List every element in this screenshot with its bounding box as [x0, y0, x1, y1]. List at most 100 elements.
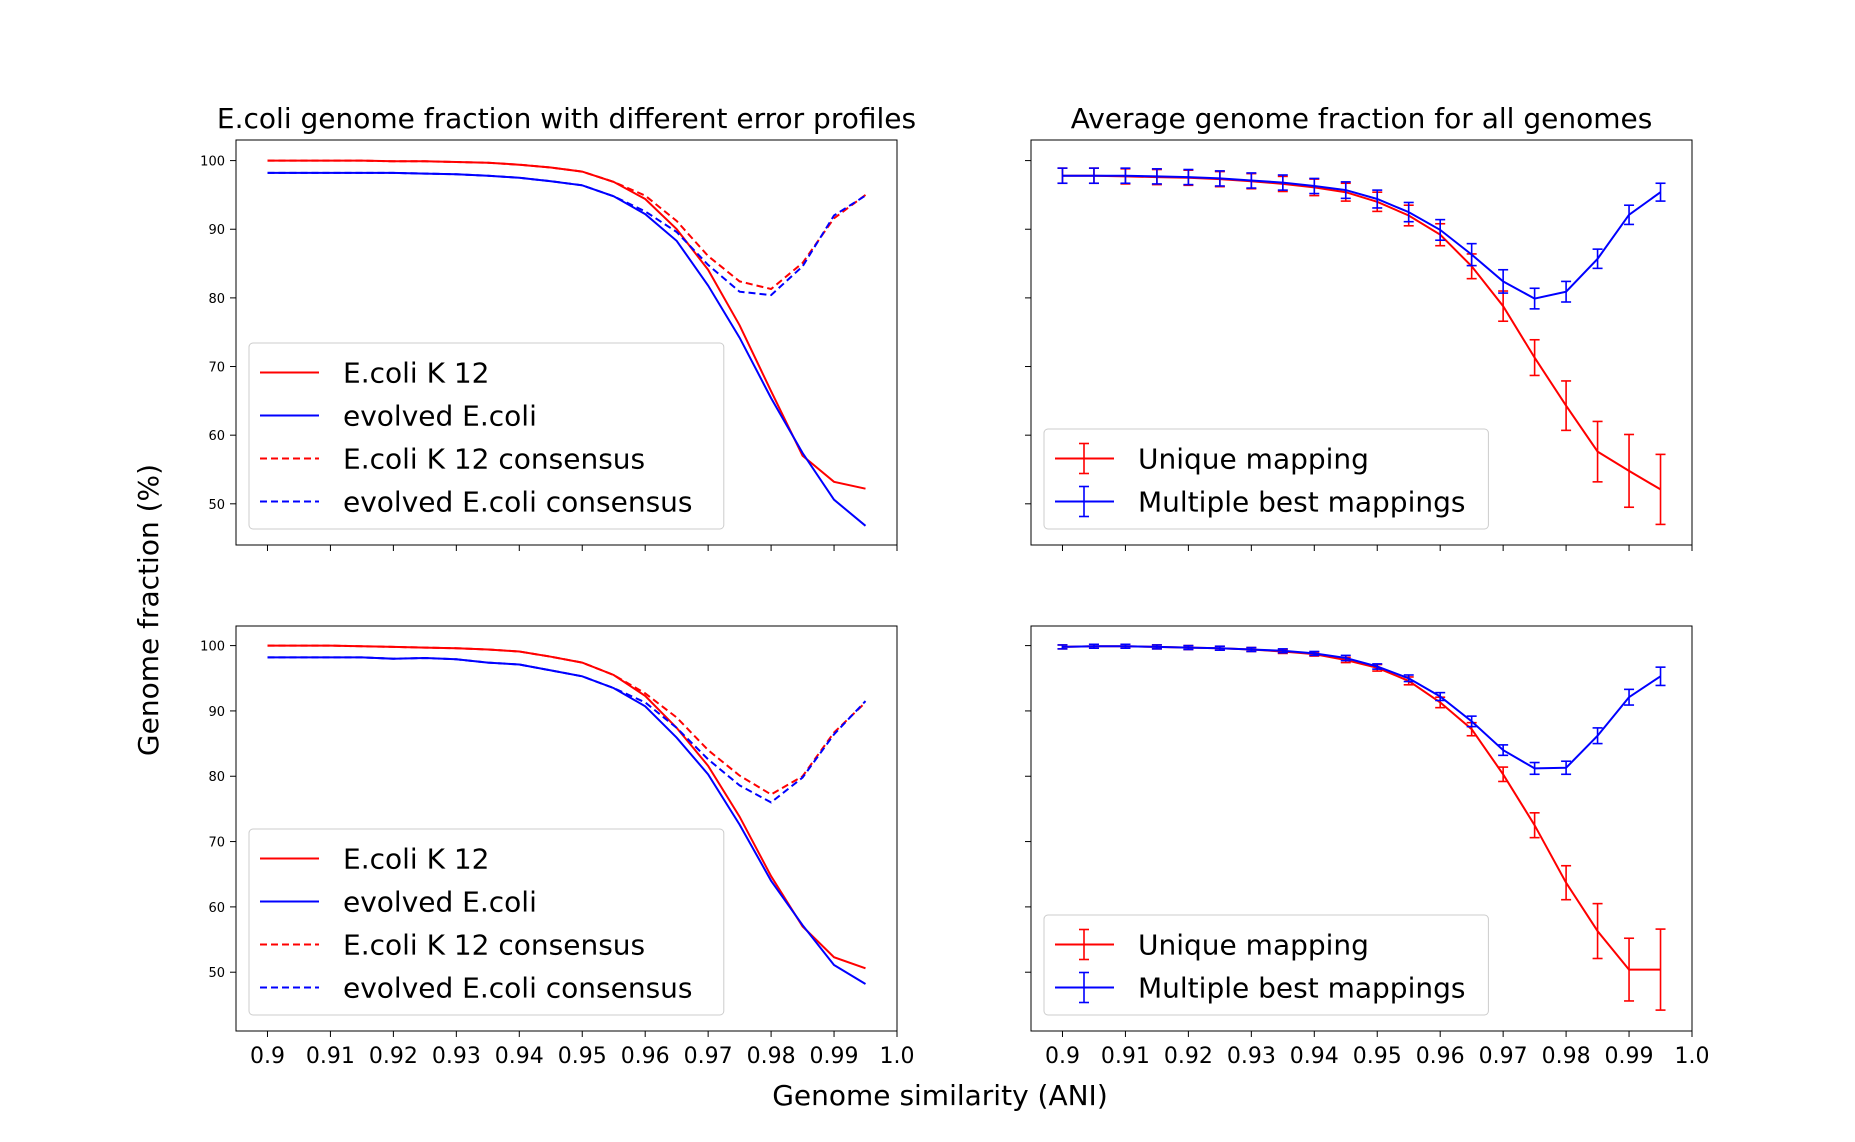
- error-bar: [1403, 201, 1414, 223]
- x-tick-label: 0.93: [432, 1044, 481, 1069]
- panel-bottom-right: 0.9 0.91 0.92 0.93 0.94 0.95 0.96 0.97 0.98 0.99 1…: [1025, 625, 1710, 1069]
- error-bar: [1309, 177, 1320, 195]
- error-bar: [1309, 650, 1320, 657]
- series-line-3: [267, 656, 867, 804]
- error-bar: [1340, 654, 1351, 662]
- x-tick-label: 0.94: [1290, 1044, 1339, 1069]
- y-tick-label: 80: [208, 770, 225, 785]
- error-bar: [1561, 280, 1572, 303]
- error-bar: [1592, 248, 1603, 270]
- error-bar: [1624, 433, 1635, 509]
- y-tick-label: 80: [208, 292, 225, 307]
- error-bar: [1498, 766, 1509, 783]
- x-tick-label: 1.0: [880, 1044, 915, 1069]
- figure-ylabel: Genome fraction (%): [132, 464, 165, 756]
- error-bar: [1214, 170, 1225, 187]
- series-line-3: [267, 171, 867, 297]
- x-tick-label: 0.97: [1479, 1044, 1528, 1069]
- error-bar: [1655, 928, 1666, 1011]
- legend-item: Unique mapping: [1055, 929, 1369, 962]
- legend-label: Multiple best mappings: [1138, 972, 1465, 1005]
- x-tick-label: 0.99: [1605, 1044, 1654, 1069]
- error-bar: [1561, 760, 1572, 776]
- error-bar: [1624, 204, 1635, 226]
- x-tick-label: 0.96: [1416, 1044, 1465, 1069]
- error-bar: [1498, 744, 1509, 757]
- y-tick-label: 50: [208, 966, 225, 981]
- error-bar: [1498, 268, 1509, 294]
- error-bar: [1277, 648, 1288, 654]
- error-bar: [1592, 902, 1603, 960]
- legend-label: E.coli K 12 consensus: [343, 929, 645, 962]
- x-tick-label: 0.99: [810, 1044, 859, 1069]
- legend-item: E.coli K 12 consensus: [260, 929, 645, 962]
- x-tick-label: 0.92: [1164, 1044, 1213, 1069]
- legend-item: evolved E.coli consensus: [260, 972, 693, 1005]
- legend-box: [1043, 428, 1489, 530]
- plot-area: [267, 644, 867, 985]
- error-bar: [1340, 181, 1351, 200]
- legend-label: evolved E.coli consensus: [343, 972, 693, 1005]
- legend-label: evolved E.coli: [343, 400, 537, 433]
- axes-frame: [1030, 625, 1693, 1032]
- legend-box: [248, 828, 725, 1016]
- panel-top-right: Average genome fraction for all genomes U…: [1025, 102, 1693, 551]
- series-line-2: [267, 159, 867, 291]
- error-bar: [1529, 287, 1540, 310]
- x-tick-label: 1.0: [1675, 1044, 1710, 1069]
- error-bar: [1151, 644, 1162, 650]
- legend-label: E.coli K 12: [343, 357, 489, 390]
- error-bar: [1183, 168, 1194, 186]
- x-tick-label: 0.9: [250, 1044, 285, 1069]
- x-tick-label: 0.95: [1353, 1044, 1402, 1069]
- error-bar: [1655, 453, 1666, 526]
- error-bar: [1372, 663, 1383, 670]
- axes-frame: [235, 139, 898, 546]
- error-bar: [1088, 643, 1099, 650]
- series-line-1: [1062, 174, 1662, 300]
- y-tick-label: 70: [208, 361, 225, 376]
- error-bar: [1435, 691, 1446, 702]
- legend-label: Unique mapping: [1138, 929, 1369, 962]
- x-tick-label: 0.9: [1045, 1044, 1080, 1069]
- panels: E.coli genome fraction with different er…: [200, 102, 1709, 1069]
- error-bar: [1088, 167, 1099, 185]
- panel-title: Average genome fraction for all genomes: [1071, 102, 1653, 135]
- legend-label: evolved E.coli: [343, 886, 537, 919]
- error-bar: [1214, 645, 1225, 651]
- error-bar: [1120, 643, 1131, 650]
- legend-box: [1043, 914, 1489, 1016]
- series-line-1: [1062, 645, 1662, 770]
- legend-label: Multiple best mappings: [1138, 486, 1465, 519]
- legend-item: E.coli K 12 consensus: [260, 443, 645, 476]
- legend: Unique mapping Multiple best mappings: [1043, 914, 1489, 1016]
- error-bar: [1592, 420, 1603, 483]
- y-tick-label: 60: [208, 901, 225, 916]
- x-tick-label: 0.98: [1542, 1044, 1591, 1069]
- x-tick-label: 0.94: [495, 1044, 544, 1069]
- figure-xlabel: Genome similarity (ANI): [772, 1079, 1108, 1112]
- x-tick-label: 0.93: [1227, 1044, 1276, 1069]
- error-bar: [1246, 646, 1257, 653]
- legend-label: evolved E.coli consensus: [343, 486, 693, 519]
- legend-item: E.coli K 12: [260, 357, 489, 390]
- y-tick-label: 100: [200, 640, 225, 655]
- legend-item: Multiple best mappings: [1055, 972, 1465, 1005]
- x-tick-label: 0.92: [369, 1044, 418, 1069]
- x-tick-label: 0.98: [747, 1044, 796, 1069]
- legend: E.coli K 12 evolved E.coli E.coli K 12 con…: [248, 828, 725, 1016]
- legend-label: E.coli K 12: [343, 843, 489, 876]
- panel-top-left: E.coli genome fraction with different er…: [200, 102, 916, 551]
- error-bar: [1151, 168, 1162, 185]
- y-tick-label: 60: [208, 429, 225, 444]
- error-bar: [1466, 715, 1477, 728]
- y-tick-label: 90: [208, 223, 225, 238]
- error-bar: [1561, 380, 1572, 432]
- x-tick-label: 0.96: [621, 1044, 670, 1069]
- plot-area: [1057, 167, 1666, 526]
- panel-bottom-left: 50 60 70 80 90 100 0.9 0.91 0.92 0.93 0.94 0.95 0.96…: [200, 625, 915, 1069]
- legend-item: Unique mapping: [1055, 443, 1369, 476]
- legend-label: Unique mapping: [1138, 443, 1369, 476]
- x-tick-label: 0.97: [684, 1044, 733, 1069]
- y-tick-label: 70: [208, 836, 225, 851]
